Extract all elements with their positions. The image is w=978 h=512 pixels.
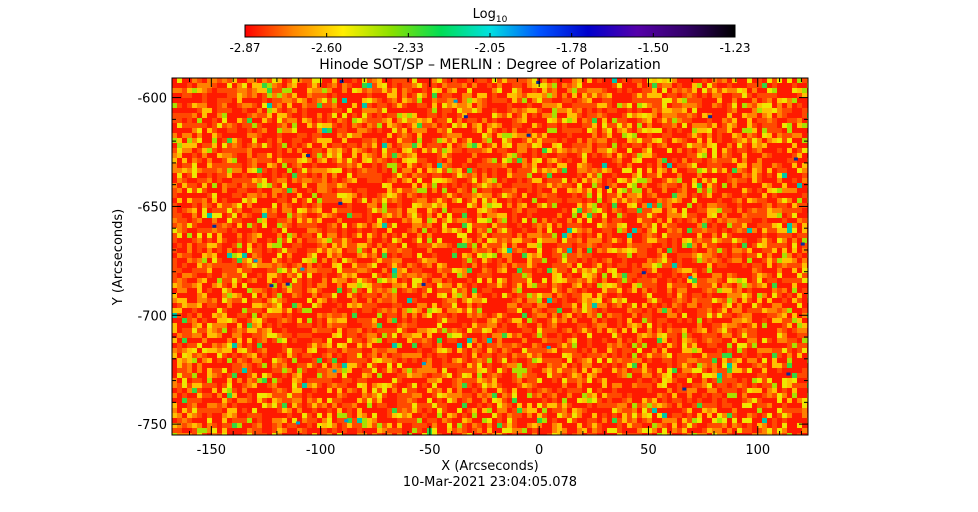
y-tick-label: -650 (137, 200, 167, 215)
y-tick-label: -750 (137, 418, 167, 433)
colorbar-tick-label: -1.78 (556, 41, 587, 55)
colorbar-tick-label: -1.23 (719, 41, 750, 55)
polarization-heatmap (172, 78, 808, 435)
y-tick-label: -700 (137, 309, 167, 324)
heatmap-cells (172, 78, 808, 435)
x-tick-label: 0 (535, 443, 543, 458)
x-axis-label: X (Arcseconds) (441, 459, 538, 474)
timestamp: 10-Mar-2021 23:04:05.078 (403, 475, 577, 490)
y-tick-label: -600 (137, 92, 167, 107)
chart-title: Hinode SOT/SP – MERLIN : Degree of Polar… (319, 57, 661, 73)
x-tick-label: -100 (306, 443, 336, 458)
colorbar-label: Log10 (473, 7, 508, 25)
axes: -150 -100 -50 0 50 100 -600 -650 -700 -750 (137, 78, 808, 458)
colorbar-tick-label: -2.05 (474, 41, 505, 55)
colorbar-tick-label: -2.60 (311, 41, 342, 55)
x-tick-label: -150 (197, 443, 227, 458)
x-tick-label: -50 (419, 443, 440, 458)
colorbar-tick-label: -2.33 (393, 41, 424, 55)
x-tick-label: 50 (640, 443, 657, 458)
x-tick-label: 100 (745, 443, 770, 458)
colorbar-tick-label: -1.50 (638, 41, 669, 55)
y-axis-label: Y (Arcseconds) (111, 209, 126, 306)
heatmap-high-value-spots (212, 80, 805, 425)
plot-frame (171, 77, 809, 436)
colorbar-ticks: -2.87 -2.60 -2.33 -2.05 -1.78 -1.50 -1.23 (229, 33, 751, 55)
colorbar-tick-label: -2.87 (229, 41, 260, 55)
